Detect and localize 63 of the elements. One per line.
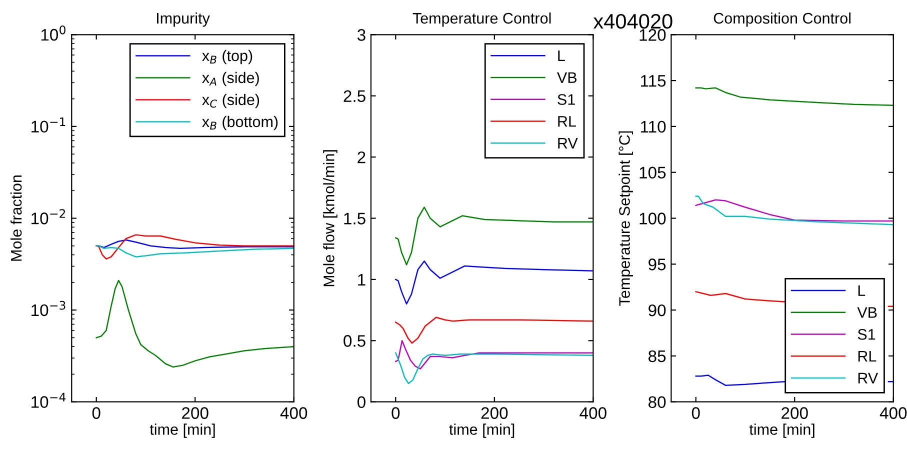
y-axis-title: Temperature Setpoint [°C] [618, 131, 633, 306]
y-tick-label: 10$^{−1}$ [32, 117, 66, 133]
legend-label: RV [858, 372, 878, 384]
chart-title: Temperature Control [412, 12, 551, 27]
y-axis-title: Mole flow [kmol/min] [323, 150, 338, 286]
y-tick-label: 0.5 [344, 335, 366, 347]
legend-label: VB [557, 72, 577, 83]
legend-label: x$_{B}$ (bottom) [202, 116, 278, 130]
line-series [395, 352, 594, 384]
y-tick-label: 100 [640, 212, 666, 224]
y-tick-label: 0 [357, 396, 366, 408]
x-tick-label: 400 [880, 407, 907, 419]
y-tick-label: 80 [648, 396, 666, 408]
legend-label: S1 [858, 328, 876, 340]
y-tick-label: 110 [641, 120, 666, 133]
line-series [395, 260, 594, 305]
legend-label: VB [857, 307, 877, 318]
y-tick-label: 95 [648, 258, 666, 270]
legend-label: RV [558, 138, 578, 149]
y-tick-label: 10$^{−3}$ [32, 300, 66, 316]
chart-title: Composition Control [714, 12, 850, 27]
y-tick-label: 120 [640, 29, 666, 41]
x-tick-label: 0 [92, 407, 100, 419]
legend-label: L [858, 285, 866, 296]
y-axis-title: Mole fraction [10, 176, 22, 261]
x-tick-label: 200 [481, 407, 508, 419]
y-tick-label: 2.5 [344, 90, 366, 102]
line-series [395, 206, 594, 266]
y-tick-label: 10$^{−2}$ [32, 209, 66, 224]
legend-label: RL [558, 116, 576, 127]
legend-label: x$_{B}$ (top) [202, 50, 252, 64]
y-tick-label: 85 [648, 350, 666, 362]
line-series [96, 234, 294, 260]
x-tick-label: 400 [580, 407, 606, 419]
x-tick-label: 400 [280, 407, 308, 419]
x-tick-label: 200 [182, 407, 208, 419]
x-tick-label: 0 [692, 407, 700, 419]
line-series [695, 87, 894, 106]
legend-label: L [558, 50, 565, 61]
line-series [395, 340, 594, 370]
x-tick-label: 200 [782, 407, 808, 419]
y-tick-label: 10$^{−4}$ [32, 392, 66, 408]
line-series [96, 280, 294, 368]
y-tick-label: 90 [648, 304, 666, 316]
y-tick-label: 10$^{0}$ [41, 26, 66, 41]
y-tick-label: 105 [640, 166, 666, 179]
legend-label: x$_{A}$ (side) [202, 72, 259, 86]
x-axis-title: time [min] [449, 424, 514, 438]
legend-label: x$_{C}$ (side) [202, 94, 260, 108]
legend-label: S1 [558, 94, 575, 105]
y-tick-label: 1 [358, 274, 366, 286]
legend-label: RL [858, 351, 876, 362]
chart-title: Impurity [157, 12, 210, 27]
y-tick-label: 115 [641, 75, 666, 87]
y-tick-label: 3 [357, 29, 366, 41]
x-tick-label: 0 [392, 407, 400, 419]
y-tick-label: 1.5 [344, 212, 366, 224]
x-axis-title: time [min] [749, 424, 814, 438]
x-axis-title: time [min] [150, 424, 215, 438]
text: x404020 [593, 14, 672, 29]
line-series [96, 245, 294, 258]
y-tick-label: 2 [358, 151, 366, 164]
line-series [395, 316, 594, 344]
